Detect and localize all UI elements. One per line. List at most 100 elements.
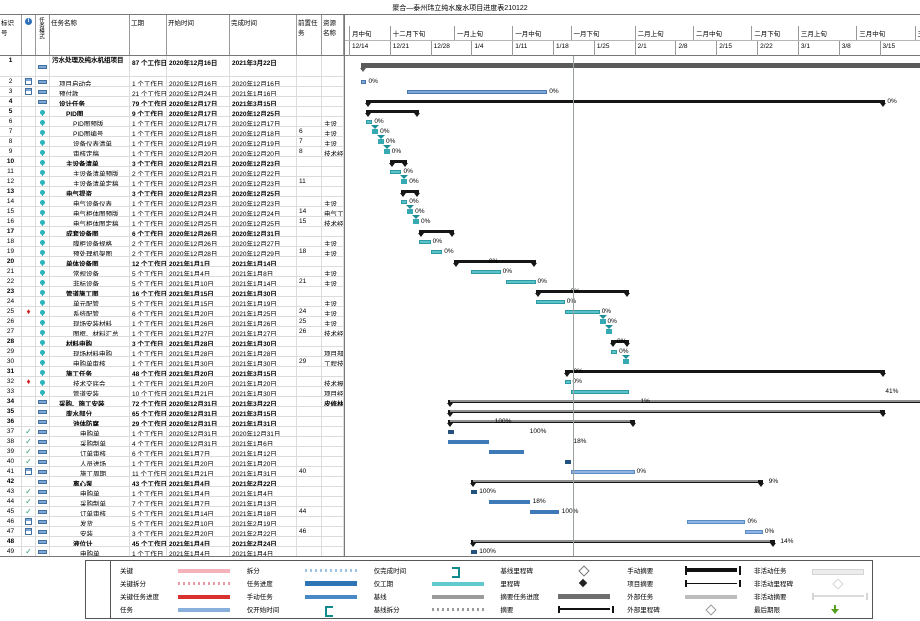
task-bar[interactable] [570,390,629,394]
summary-bar[interactable] [452,260,537,267]
task-row[interactable]: 3 预付款 21 个工作日 2020年12月24日 2021年1月16日 [0,87,344,97]
task-bar[interactable] [529,510,559,514]
task-row[interactable]: 26 现场安装材料 1 个工作日 2021年1月26日 2021年1月26日 25 主设 [0,317,344,327]
task-row[interactable]: 2 项目启动会 1 个工作日 2020年12月16日 2020年12月16日 [0,77,344,87]
task-row[interactable]: 15 电气柜体图预版 1 个工作日 2020年12月24日 2020年12月24日 14 电… [0,207,344,217]
task-bar[interactable] [389,170,402,174]
task-row[interactable]: 13 电气提资 3 个工作日 2020年12月23日 2020年12月25日 [0,187,344,197]
task-bar[interactable] [564,380,571,384]
task-row[interactable]: 17 成套设备图 6 个工作日 2020年12月26日 2020年12月31日 [0,227,344,237]
milestone-task-bar[interactable] [622,355,630,364]
task-row[interactable]: 36 池体防腐 29 个工作日 2020年12月31日 2021年1月31日 [0,417,344,427]
header-duration[interactable]: 工期 [130,15,167,55]
summary-bar[interactable] [365,100,887,107]
task-row[interactable]: 11 主设备清单预版 2 个工作日 2020年12月21日 2020年12月22日 [0,167,344,177]
summary-bar[interactable] [470,480,764,487]
task-bar[interactable] [471,270,501,274]
task-bar[interactable] [366,120,373,124]
milestone-task-bar[interactable] [604,325,613,334]
task-row[interactable]: 8 设备仪表清单 1 个工作日 2020年12月19日 2020年12月19日 7 主设 [0,137,344,147]
task-row[interactable]: 31 施工任务 48 个工作日 2021年1月20日 2021年3月15日 [0,367,344,377]
summary-bar[interactable] [447,400,920,407]
header-finish[interactable]: 完成时间 [230,15,297,55]
task-row[interactable]: 4 设计任务 79 个工作日 2020年12月17日 2021年3月15日 [0,97,344,107]
header-task-mode[interactable]: 任务模式 [36,15,50,55]
task-bar[interactable] [611,350,618,354]
task-row[interactable]: 48 液位计 45 个工作日 2021年1月4日 2021年2月24日 [0,537,344,547]
task-row[interactable]: 25 ♦ 系统配管 6 个工作日 2021年1月20日 2021年1月25日 24 主设 [0,307,344,317]
task-row[interactable]: 6 PID图预版 1 个工作日 2020年12月17日 2020年12月17日 主设 [0,117,344,127]
task-bar[interactable] [488,500,530,504]
header-start[interactable]: 开始时间 [167,15,230,55]
task-row[interactable]: 47 安装 3 个工作日 2021年2月20日 2021年2月22日 46 [0,527,344,537]
task-row[interactable]: 39 ✓ 订单审核 6 个工作日 2021年1月7日 2021年1月12日 [0,447,344,457]
task-bar[interactable] [418,240,431,244]
milestone-task-bar[interactable] [371,125,380,134]
task-bar[interactable] [535,300,565,304]
task-row[interactable]: 10 主设备清单 3 个工作日 2020年12月21日 2020年12月23日 [0,157,344,167]
task-row[interactable]: 24 单元配管 5 个工作日 2021年1月15日 2021年1月19日 主设 [0,297,344,307]
task-row[interactable]: 43 ✓ 申购单 1 个工作日 2021年1月4日 2021年1月4日 [0,487,344,497]
task-bar[interactable] [360,80,367,84]
task-row[interactable]: 16 电气柜体图定稿 1 个工作日 2020年12月25日 2020年12月25日 15 技… [0,217,344,227]
milestone-task-bar[interactable] [406,205,415,214]
summary-bar[interactable] [563,370,887,377]
task-bar[interactable] [430,250,443,254]
task-row[interactable]: 28 材料申购 3 个工作日 2021年1月28日 2021年1月30日 [0,337,344,347]
task-bar[interactable] [448,440,489,444]
task-bar[interactable] [407,90,548,94]
task-bar[interactable] [488,450,524,454]
summary-bar[interactable] [610,340,630,347]
task-bar[interactable] [570,470,635,474]
header-info[interactable]: i [22,15,36,55]
task-bar[interactable] [687,520,746,524]
task-bar[interactable] [506,280,536,284]
summary-bar[interactable] [534,290,630,297]
task-bar[interactable] [745,530,763,534]
task-bar[interactable] [471,490,478,494]
task-row[interactable]: 38 ✓ 采购制单 4 个工作日 2020年12月31日 2021年1月6日 [0,437,344,447]
task-row[interactable]: 45 ✓ 订单审核 5 个工作日 2021年1月14日 2021年1月18日 44 [0,507,344,517]
milestone-task-bar[interactable] [377,135,386,144]
milestone-task-bar[interactable] [382,145,391,154]
task-row[interactable]: 40 ✓ 人员进场 1 个工作日 2021年1月20日 2021年1月20日 [0,457,344,467]
task-row[interactable]: 23 管道施工图 16 个工作日 2021年1月15日 2021年1月30日 [0,287,344,297]
summary-bar[interactable] [365,110,420,117]
header-predecessors[interactable]: 前置任务 [297,15,322,55]
task-row[interactable]: 18 膜柜设备规格 2 个工作日 2020年12月26日 2020年12月27日 主设 [0,237,344,247]
task-row[interactable]: 20 单体设备图 12 个工作日 2021年1月1日 2021年1月14日 [0,257,344,267]
task-row[interactable]: 21 常规设备 5 个工作日 2021年1月4日 2021年1月8日 主设 [0,267,344,277]
task-row[interactable]: 12 主设备清单定稿 1 个工作日 2020年12月23日 2020年12月23日 11 [0,177,344,187]
task-row[interactable]: 1 污水处理及纯水机组项目 87 个工作日 2020年12月16日 2021年3月22日 [0,56,344,77]
summary-bar[interactable] [447,420,636,427]
summary-bar[interactable] [388,160,409,167]
milestone-task-bar[interactable] [412,215,421,224]
task-bar[interactable] [564,310,600,314]
task-bar[interactable] [564,460,571,464]
summary-bar[interactable] [470,540,776,547]
task-row[interactable]: 37 ✓ 申购单 1 个工作日 2020年12月31日 2020年12月31日 [0,427,344,437]
task-row[interactable]: 42 离心泵 43 个工作日 2021年1月4日 2021年2月22日 [0,477,344,487]
summary-bar[interactable] [400,190,420,197]
task-row[interactable]: 14 电气设备仪表 1 个工作日 2020年12月23日 2020年12月23日 主设 [0,197,344,207]
task-row[interactable]: 35 废水部分 65 个工作日 2020年12月31日 2021年3月15日 [0,407,344,417]
summary-bar[interactable] [417,230,455,237]
task-bar[interactable] [448,430,454,434]
task-row[interactable]: 44 ✓ 采购制单 7 个工作日 2021年1月7日 2021年1月13日 [0,497,344,507]
header-resources[interactable]: 资源名称 [322,15,344,55]
task-bar[interactable] [401,200,408,204]
header-id[interactable]: 标识号 [0,15,22,55]
task-row[interactable]: 27 图框、材料汇总 1 个工作日 2021年1月27日 2021年1月27日 26 技术经… [0,327,344,337]
header-task-name[interactable]: 任务名称 [50,15,130,55]
task-row[interactable]: 49 ✓ 申购单 1 个工作日 2021年1月4日 2021年1月4日 [0,547,344,556]
task-row[interactable]: 41 施工周期 11 个工作日 2021年1月21日 2021年1月31日 40 [0,467,344,477]
task-row[interactable]: 7 PID图编号 1 个工作日 2020年12月18日 2020年12月18日 6 主设 [0,127,344,137]
task-row[interactable]: 19 预处理机架图 2 个工作日 2020年12月28日 2020年12月29日 18 主设 [0,247,344,257]
task-row[interactable]: 22 非标设备 5 个工作日 2021年1月10日 2021年1月14日 21 主设 [0,277,344,287]
summary-bar[interactable] [359,63,920,72]
milestone-task-bar[interactable] [598,315,607,324]
